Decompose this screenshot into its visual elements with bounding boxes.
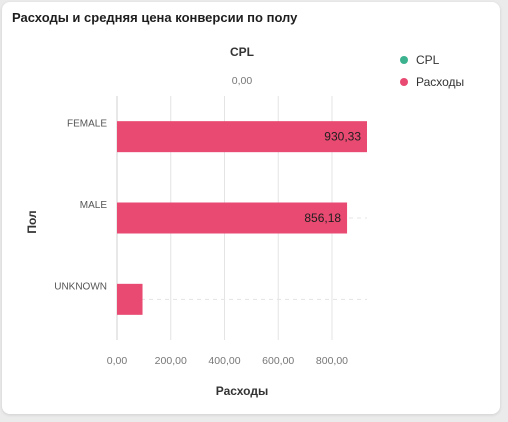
bar-chart: 930,33 856,18 FEMALE MALE UNKNOWN 0,00 200,00 4…	[25, 45, 367, 398]
top-axis-tick-label: 0,00	[232, 75, 253, 87]
bar-spend-unknown	[117, 283, 143, 315]
bar-spend-female	[117, 121, 367, 153]
y-tick-label: FEMALE	[67, 119, 107, 130]
y-tick-label: UNKNOWN	[54, 281, 107, 292]
legend-label-spend: Расходы	[416, 75, 465, 89]
x-tick-label: 600,00	[262, 355, 294, 367]
top-axis-title: CPL	[230, 45, 254, 59]
card-title: Расходы и средняя цена конверсии по полу	[12, 10, 298, 25]
x-tick-label: 800,00	[316, 355, 348, 367]
x-tick-label: 200,00	[155, 355, 187, 367]
data-label: 930,33	[324, 130, 361, 144]
x-axis-title: Расходы	[216, 384, 268, 398]
legend-item-cpl[interactable]: CPL	[400, 50, 464, 70]
legend-label-cpl: CPL	[416, 53, 440, 67]
x-tick-label: 400,00	[208, 355, 240, 367]
data-label: 856,18	[304, 211, 341, 225]
y-tick-label: MALE	[80, 200, 108, 211]
chart-card: Расходы и средняя цена конверсии по полу…	[2, 2, 500, 414]
bar-spend-male	[117, 202, 348, 234]
legend: CPL Расходы	[400, 50, 464, 94]
legend-item-spend[interactable]: Расходы	[400, 72, 464, 92]
y-axis-title: Пол	[25, 210, 39, 233]
legend-dot-cpl	[400, 56, 408, 64]
x-tick-label: 0,00	[107, 355, 128, 367]
legend-dot-spend	[400, 78, 408, 86]
